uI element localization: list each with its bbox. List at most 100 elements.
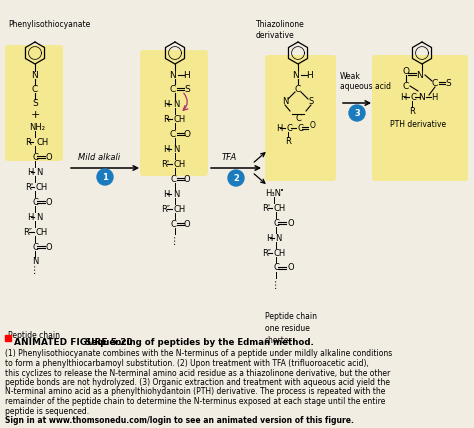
Text: S: S	[309, 96, 314, 105]
Text: C: C	[170, 175, 176, 184]
Text: peptide bonds are not hydrolyzed. (3) Organic extraction and treatment with aque: peptide bonds are not hydrolyzed. (3) Or…	[5, 378, 390, 387]
Text: C: C	[298, 124, 304, 133]
Text: O: O	[184, 220, 191, 229]
Text: 2: 2	[233, 173, 239, 182]
Text: CH: CH	[36, 228, 48, 237]
Text: O: O	[402, 66, 410, 75]
Text: this cyclizes to release the N-terminal amino acid residue as a thiazolinone der: this cyclizes to release the N-terminal …	[5, 369, 390, 377]
Bar	[5, 335, 11, 341]
FancyBboxPatch shape	[5, 45, 63, 161]
Text: C: C	[32, 84, 38, 93]
Text: Thiazolinone
derivative: Thiazolinone derivative	[256, 20, 305, 40]
FancyBboxPatch shape	[372, 55, 468, 181]
Text: C: C	[295, 113, 301, 122]
Text: O: O	[288, 264, 295, 273]
Circle shape	[97, 169, 113, 185]
Text: Mild alkali: Mild alkali	[78, 153, 120, 162]
Text: N: N	[292, 71, 300, 80]
Text: S: S	[32, 98, 38, 107]
Text: S: S	[445, 78, 451, 87]
Text: C: C	[403, 81, 409, 90]
Text: N: N	[173, 145, 179, 154]
Text: ANIMATED FIGURE 5.20: ANIMATED FIGURE 5.20	[14, 338, 133, 347]
Text: O: O	[46, 152, 53, 161]
Text: CH: CH	[174, 205, 186, 214]
Text: ⋯: ⋯	[30, 263, 40, 273]
Text: O: O	[183, 130, 191, 139]
Text: C: C	[170, 220, 176, 229]
Text: H: H	[400, 92, 406, 101]
Text: CH: CH	[174, 160, 186, 169]
Text: Phenylisothiocyanate: Phenylisothiocyanate	[8, 20, 90, 29]
Text: N: N	[417, 71, 423, 80]
Text: H: H	[307, 71, 313, 80]
Text: C: C	[274, 219, 280, 228]
Text: R: R	[25, 137, 31, 146]
Text: C: C	[274, 264, 280, 273]
Text: R″: R″	[262, 249, 271, 258]
Text: •: •	[280, 188, 284, 194]
Text: O: O	[46, 243, 53, 252]
FancyArrowPatch shape	[183, 93, 188, 110]
Text: Peptide chain: Peptide chain	[8, 331, 60, 340]
Text: PTH derivative: PTH derivative	[390, 120, 446, 129]
Text: S: S	[184, 84, 190, 93]
Text: H: H	[163, 145, 169, 154]
Text: C: C	[411, 92, 417, 101]
Text: C: C	[287, 124, 293, 133]
Text: R″: R″	[23, 228, 32, 237]
Text: Sign in at www.thomsonedu.com/login to see an animated version of this figure.: Sign in at www.thomsonedu.com/login to s…	[5, 416, 354, 425]
Text: TFA: TFA	[222, 153, 237, 162]
Text: N: N	[36, 212, 42, 222]
Text: peptide is sequenced.: peptide is sequenced.	[5, 407, 91, 416]
Text: R: R	[163, 115, 169, 124]
Text: C: C	[33, 243, 39, 252]
FancyBboxPatch shape	[265, 55, 336, 181]
Text: O: O	[310, 121, 316, 130]
Text: O: O	[288, 219, 295, 228]
Text: H: H	[163, 190, 169, 199]
Text: to form a phenylthiocarbamoyl substitution. (2) Upon treatment with TFA (trifluo: to form a phenylthiocarbamoyl substituti…	[5, 359, 369, 368]
Text: C: C	[33, 152, 39, 161]
Text: 3: 3	[354, 109, 360, 118]
Text: 1: 1	[102, 172, 108, 181]
Text: H: H	[431, 92, 437, 101]
Text: C: C	[170, 130, 176, 139]
Circle shape	[349, 105, 365, 121]
Text: CH: CH	[274, 249, 286, 258]
Text: C: C	[432, 78, 438, 87]
Text: N: N	[32, 258, 38, 267]
Text: N: N	[275, 234, 282, 243]
Text: N-terminal amino acid as a phenylthiohydantoin (PTH) derivative. The process is : N-terminal amino acid as a phenylthiohyd…	[5, 387, 385, 396]
Text: R': R'	[25, 182, 33, 191]
Text: N: N	[32, 71, 38, 80]
Text: R: R	[409, 107, 415, 116]
Text: Weak
aqueous acid: Weak aqueous acid	[340, 71, 391, 91]
Text: O: O	[46, 197, 53, 206]
Text: N: N	[173, 99, 179, 109]
Text: CH: CH	[274, 203, 286, 212]
Text: R: R	[285, 137, 291, 146]
Text: C: C	[33, 197, 39, 206]
Text: N: N	[282, 96, 288, 105]
Text: N: N	[170, 71, 176, 80]
Text: CH: CH	[174, 115, 186, 124]
Text: N: N	[36, 167, 42, 176]
Text: C: C	[170, 84, 176, 93]
Text: O: O	[184, 175, 191, 184]
Text: C: C	[295, 84, 301, 93]
Text: Sequencing of peptides by the Edman method.: Sequencing of peptides by the Edman meth…	[82, 338, 314, 347]
Text: Peptide chain
one residue
shorter: Peptide chain one residue shorter	[265, 312, 317, 345]
Text: H: H	[183, 71, 191, 80]
Text: H₃N: H₃N	[265, 188, 281, 197]
Text: ⋯: ⋯	[170, 234, 180, 244]
Text: R″: R″	[161, 205, 170, 214]
Text: H: H	[163, 99, 169, 109]
Circle shape	[228, 170, 244, 186]
Text: R': R'	[161, 160, 169, 169]
Text: H: H	[27, 212, 33, 222]
Text: N: N	[419, 92, 425, 101]
Text: +: +	[30, 110, 40, 120]
Text: CH: CH	[36, 182, 48, 191]
Text: NH₂: NH₂	[29, 122, 45, 131]
